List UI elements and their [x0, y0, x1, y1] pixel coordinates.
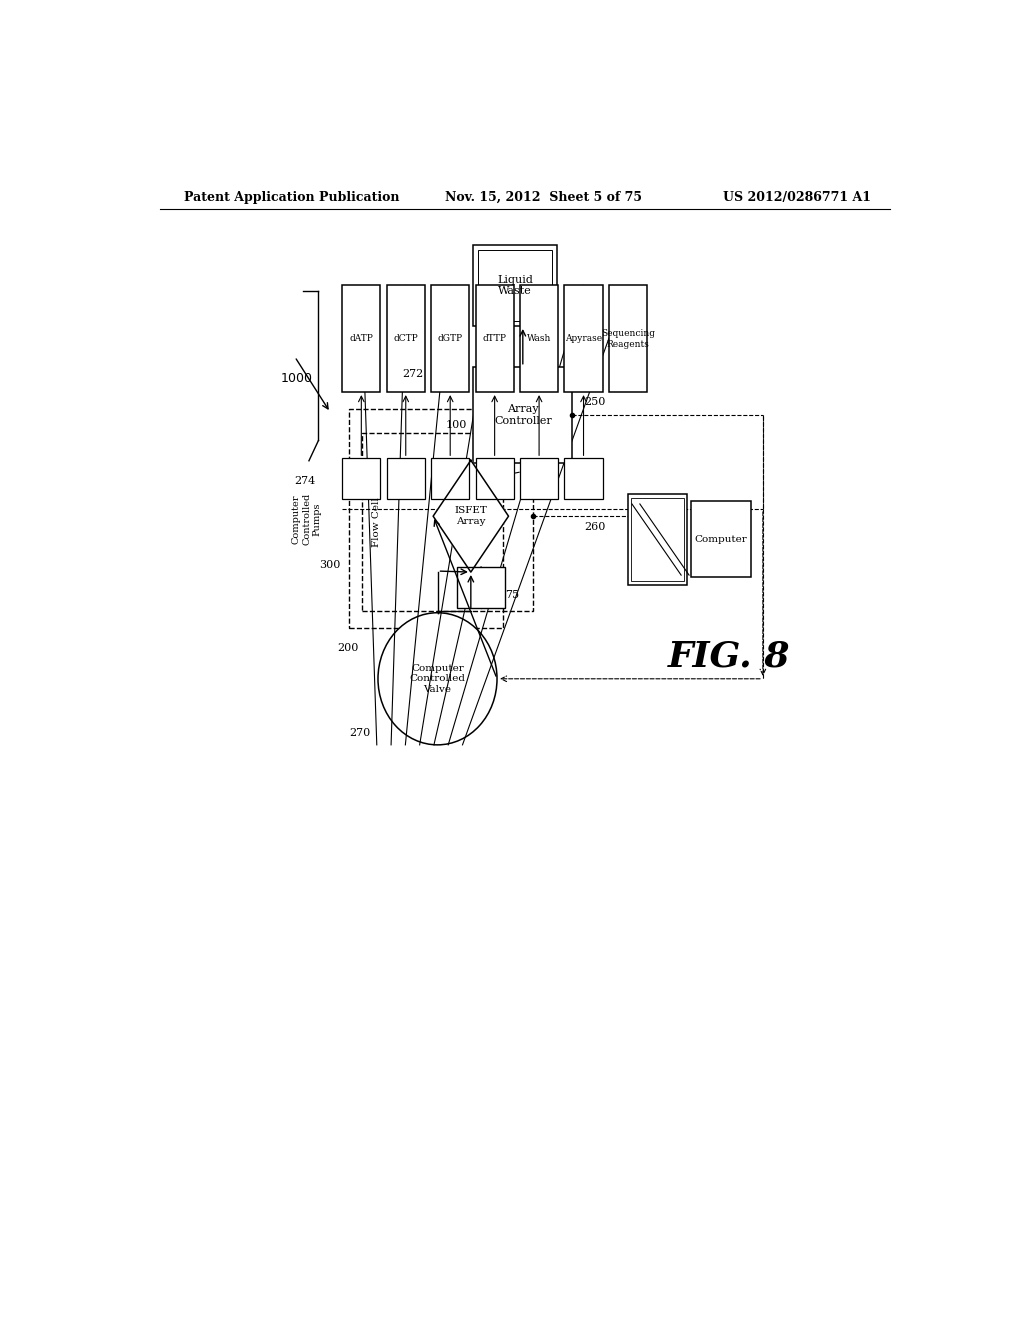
Text: dGTP: dGTP	[437, 334, 463, 343]
Text: 200: 200	[337, 643, 358, 653]
FancyBboxPatch shape	[475, 285, 514, 392]
FancyBboxPatch shape	[475, 458, 514, 499]
Text: Computer
Controlled
Pumps: Computer Controlled Pumps	[292, 494, 322, 545]
Text: Wash: Wash	[527, 334, 551, 343]
FancyBboxPatch shape	[478, 249, 552, 321]
Text: 272: 272	[401, 368, 423, 379]
Text: Liquid
Waste: Liquid Waste	[497, 275, 532, 296]
Text: dCTP: dCTP	[393, 334, 418, 343]
FancyBboxPatch shape	[564, 458, 602, 499]
FancyBboxPatch shape	[520, 285, 558, 392]
Text: Patent Application Publication: Patent Application Publication	[183, 190, 399, 203]
FancyBboxPatch shape	[473, 244, 557, 326]
Text: ISFET
Array: ISFET Array	[455, 507, 487, 525]
Text: FIG. 8: FIG. 8	[668, 640, 791, 673]
FancyBboxPatch shape	[609, 285, 647, 392]
Text: 274: 274	[294, 475, 315, 486]
Text: 100: 100	[445, 420, 467, 430]
FancyBboxPatch shape	[631, 498, 684, 581]
Text: dATP: dATP	[349, 334, 374, 343]
Text: 300: 300	[319, 560, 341, 570]
FancyBboxPatch shape	[564, 285, 602, 392]
Text: US 2012/0286771 A1: US 2012/0286771 A1	[723, 190, 871, 203]
Text: Computer
Controlled
Valve: Computer Controlled Valve	[410, 664, 466, 694]
Text: 260: 260	[585, 523, 605, 532]
FancyBboxPatch shape	[431, 458, 469, 499]
Text: Flow Cell: Flow Cell	[372, 496, 381, 546]
Text: 250: 250	[585, 397, 605, 408]
FancyBboxPatch shape	[387, 285, 425, 392]
FancyBboxPatch shape	[458, 568, 505, 607]
Text: Computer: Computer	[695, 535, 748, 544]
Ellipse shape	[378, 612, 497, 744]
Text: 270: 270	[349, 727, 371, 738]
FancyBboxPatch shape	[520, 458, 558, 499]
Text: dTTP: dTTP	[482, 334, 507, 343]
FancyBboxPatch shape	[431, 285, 469, 392]
Text: $1000$: $1000$	[281, 372, 313, 385]
Text: Nov. 15, 2012  Sheet 5 of 75: Nov. 15, 2012 Sheet 5 of 75	[445, 190, 642, 203]
FancyBboxPatch shape	[628, 494, 687, 585]
FancyBboxPatch shape	[473, 367, 572, 463]
FancyBboxPatch shape	[342, 285, 380, 392]
Text: Array
Controller: Array Controller	[494, 404, 552, 426]
FancyBboxPatch shape	[387, 458, 425, 499]
FancyBboxPatch shape	[691, 500, 751, 577]
Text: 75: 75	[505, 590, 519, 601]
Polygon shape	[433, 461, 509, 572]
FancyBboxPatch shape	[342, 458, 380, 499]
Text: Sequencing
Reagents: Sequencing Reagents	[601, 329, 655, 348]
Text: Apyrase: Apyrase	[565, 334, 602, 343]
